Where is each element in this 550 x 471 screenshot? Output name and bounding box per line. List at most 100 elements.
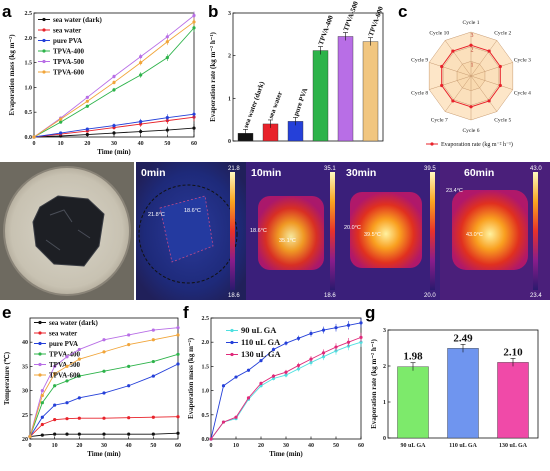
x-tick-label: 50 — [150, 443, 156, 449]
data-point — [53, 372, 57, 376]
x-tick-label: 90 uL GA — [400, 443, 426, 449]
data-point — [176, 415, 180, 419]
legend-marker — [42, 28, 46, 32]
y-tick-label: 2 — [383, 364, 386, 370]
y-axis-label: Evaporation rate (kg m⁻² h⁻¹) — [370, 338, 378, 428]
data-point — [112, 131, 116, 135]
colorbar-max: 39.5 — [424, 166, 436, 172]
legend-marker — [38, 362, 42, 367]
legend-marker — [42, 17, 46, 22]
data-point — [271, 347, 276, 352]
data-point — [139, 73, 143, 77]
data-point — [65, 417, 69, 421]
data-point — [85, 132, 89, 137]
x-tick-label: 40 — [138, 141, 144, 147]
x-axis-label: Time (min) — [269, 450, 303, 458]
data-point — [65, 364, 69, 368]
data-point — [151, 374, 155, 378]
temp-label: 23.4°C — [446, 188, 463, 194]
bar-category-label: TPVA-400 — [317, 14, 335, 46]
colorbar-max: 21.8 — [228, 166, 240, 172]
y-tick-label: 1.0 — [202, 389, 210, 395]
thermal-frame-60min: 60min 23.4°C 43.0°C 43.0 23.4 — [440, 162, 550, 300]
data-point — [85, 127, 89, 131]
temp-label: 39.5°C — [364, 232, 381, 238]
legend-label: sea water — [49, 330, 77, 338]
legend-marker — [42, 38, 46, 43]
hot-region — [452, 190, 528, 270]
data-point — [309, 360, 313, 365]
chart-a: 0.0 0.5 1.0 1.5 2.0 2.5 0 10 20 30 40 50 60 Time (min… — [8, 11, 197, 156]
x-tick-label: 0 — [29, 443, 32, 449]
x-tick-label: 40 — [126, 443, 132, 449]
x-axis-label: Time (min) — [87, 450, 121, 458]
data-point — [53, 432, 57, 436]
bar — [312, 50, 329, 142]
data-point — [271, 376, 276, 381]
data-point — [221, 384, 226, 388]
radar-r-tick: 3 — [471, 33, 474, 39]
radar-spoke — [470, 75, 498, 112]
data-point — [112, 74, 116, 79]
data-point — [246, 368, 251, 372]
legend-label: pure PVA — [49, 340, 78, 348]
data-point — [209, 437, 213, 441]
data-point — [53, 384, 57, 388]
x-tick-label: 30 — [111, 141, 117, 147]
thermal-panel: 0min 21.8°C 18.6°C 21.8 18.6 10min 18.6°… — [0, 162, 550, 300]
bar-category-label: TPVA-600 — [367, 5, 385, 37]
data-point — [309, 357, 313, 361]
legend-marker — [38, 373, 42, 377]
data-point — [165, 35, 169, 39]
y-tick-label: 20 — [22, 437, 28, 443]
radar-spoke — [444, 40, 472, 77]
temp-label: 18.6°C — [184, 208, 201, 214]
y-axis-label: Evaporation mass (kg m⁻²) — [187, 337, 195, 419]
legend-label: Evaporation rate (kg m⁻² h⁻¹) — [441, 141, 513, 148]
data-point — [32, 135, 36, 139]
panel-label-f: f — [183, 303, 189, 322]
data-point — [296, 336, 301, 340]
x-tick-label: 30 — [283, 443, 289, 449]
chart-g: 0 1 2 3 Evaporation rate (kg m⁻² h⁻¹) 90 uL G… — [370, 328, 539, 449]
data-point — [40, 433, 44, 437]
sample-outline — [159, 195, 214, 263]
radar-category-label: Cycle 9 — [411, 57, 428, 63]
radar-category-label: Cycle 6 — [463, 128, 480, 134]
x-tick-label: 110 uL GA — [449, 443, 477, 449]
data-point — [85, 95, 89, 99]
thermal-frame-10min: 10min 18.6°C 35.1°C 35.1 18.6 — [246, 162, 340, 300]
radar-point — [451, 49, 455, 53]
data-point — [221, 420, 226, 424]
radar-point — [440, 64, 444, 69]
hydrogel-texture — [45, 209, 91, 251]
data-point — [112, 80, 116, 85]
data-point — [359, 340, 363, 344]
data-point — [65, 401, 69, 405]
legend-label: 90 uL GA — [241, 325, 277, 335]
legend-label: TPVA-500 — [49, 361, 80, 369]
x-tick-label: 0 — [33, 141, 36, 147]
colorbar — [430, 172, 435, 290]
y-tick-label: 2.0 — [202, 340, 210, 346]
radar-category-label: Cycle 3 — [514, 57, 531, 63]
y-tick-label: 1 — [383, 400, 386, 406]
panel-label-g: g — [365, 303, 375, 322]
data-point — [53, 418, 57, 422]
legend-marker — [230, 340, 234, 345]
colorbar-min: 23.4 — [530, 293, 542, 299]
data-point — [102, 432, 106, 436]
colorbar-max: 43.0 — [530, 166, 542, 172]
y-tick-label: 2 — [228, 54, 231, 60]
data-point — [334, 326, 338, 330]
data-point — [77, 357, 81, 361]
data-point — [112, 88, 116, 92]
y-tick-label: 35 — [22, 364, 28, 370]
radar-point — [469, 105, 473, 109]
data-point — [192, 126, 196, 130]
y-tick-label: 2.0 — [25, 36, 33, 42]
bar — [447, 348, 479, 439]
radar-point — [498, 83, 502, 88]
x-tick-label: 20 — [258, 443, 264, 449]
data-point — [334, 345, 338, 349]
